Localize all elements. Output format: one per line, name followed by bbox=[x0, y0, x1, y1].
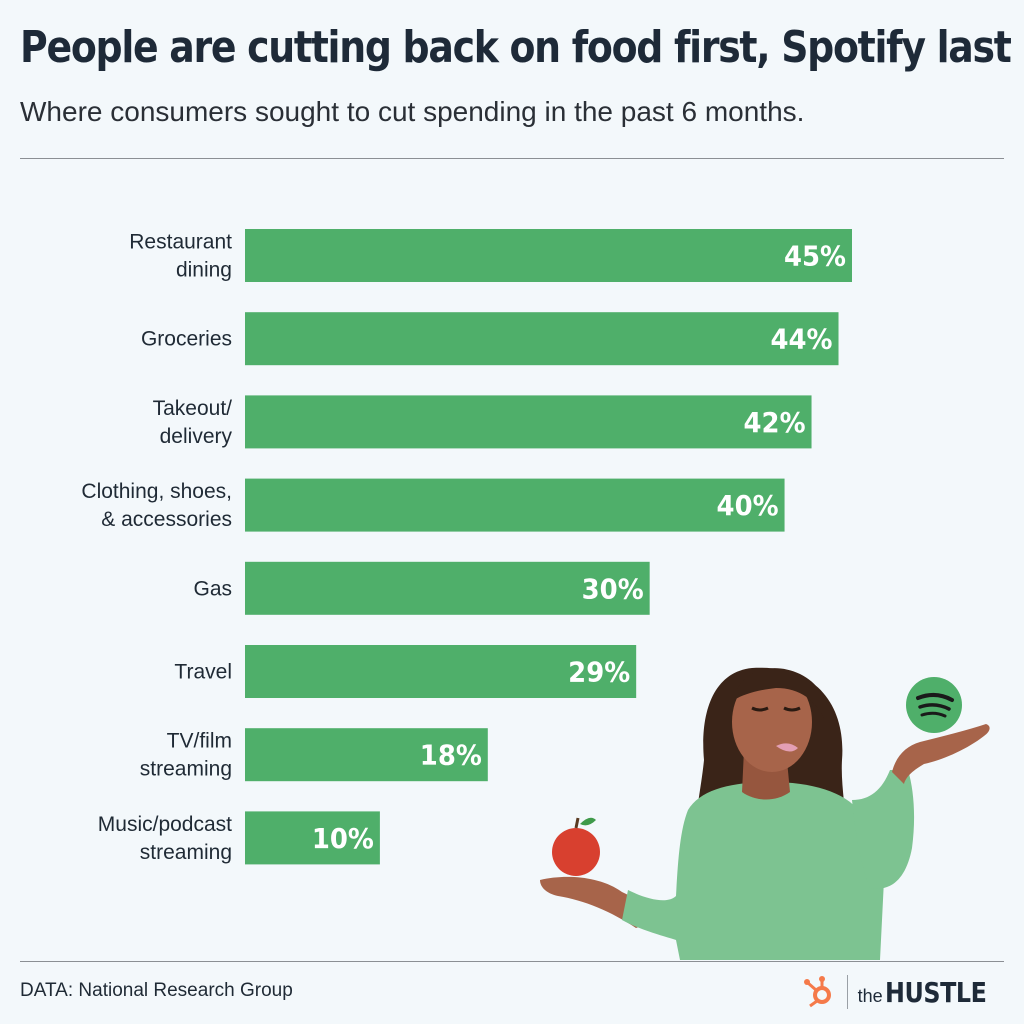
category-label-line: Clothing, shoes, bbox=[81, 480, 232, 503]
chart-subtitle: Where consumers sought to cut spending i… bbox=[20, 96, 805, 127]
bar bbox=[245, 395, 812, 449]
category-label-line: delivery bbox=[160, 425, 233, 448]
category-label-line: Music/podcast bbox=[98, 813, 232, 836]
apple-icon bbox=[552, 817, 600, 876]
eye-left bbox=[751, 706, 769, 712]
category-label-line: Groceries bbox=[141, 328, 232, 351]
hubspot-icon bbox=[803, 976, 831, 1008]
spotify-icon bbox=[906, 677, 962, 733]
brand-the: the bbox=[857, 985, 883, 1006]
bar bbox=[245, 645, 637, 698]
hustle-wordmark: the HUSTLE bbox=[858, 976, 1004, 1009]
value-label: 29% bbox=[568, 656, 630, 689]
value-label: 18% bbox=[420, 739, 482, 772]
category-label-line: TV/film bbox=[167, 730, 232, 753]
category-label-line: dining bbox=[176, 259, 232, 282]
woman-illustration bbox=[540, 667, 990, 960]
brand-separator bbox=[846, 975, 848, 1009]
category-label: TV/film streaming bbox=[140, 730, 232, 781]
sweater-shape bbox=[622, 782, 884, 960]
category-label: Restaurant dining bbox=[129, 231, 232, 282]
right-forearm bbox=[892, 724, 990, 784]
bars-layer: 45% Restaurant dining 44% Groceries 42% Takeou… bbox=[81, 229, 852, 865]
category-label: Music/podcast streaming bbox=[98, 813, 232, 864]
bottom-divider bbox=[20, 961, 1004, 962]
category-label: Gas bbox=[193, 577, 232, 600]
category-label-line: Gas bbox=[193, 577, 232, 600]
category-label: Clothing, shoes, & accessories bbox=[81, 480, 232, 531]
value-label: 40% bbox=[717, 489, 779, 522]
mouth-shape bbox=[776, 743, 798, 752]
value-label: 45% bbox=[784, 240, 846, 273]
chart-title: People are cutting back on food first, S… bbox=[20, 22, 1012, 73]
category-label: Groceries bbox=[141, 328, 232, 351]
top-divider bbox=[20, 158, 1004, 159]
bar bbox=[245, 561, 650, 615]
brand-name: HUSTLE bbox=[884, 975, 987, 1009]
value-label: 30% bbox=[582, 572, 644, 605]
category-label-line: streaming bbox=[140, 758, 232, 781]
category-label: Travel bbox=[174, 661, 232, 684]
value-label: 42% bbox=[744, 406, 806, 439]
category-label-line: streaming bbox=[140, 841, 232, 864]
bar bbox=[245, 229, 852, 282]
brand-logo: the HUSTLE bbox=[803, 972, 1004, 1012]
category-label-line: Restaurant bbox=[129, 231, 232, 254]
value-label: 10% bbox=[312, 822, 374, 855]
bar bbox=[245, 811, 380, 865]
category-label: Takeout/delivery bbox=[153, 397, 233, 448]
right-sleeve bbox=[852, 770, 915, 889]
bar bbox=[245, 478, 785, 532]
category-label-line: & accessories bbox=[101, 508, 232, 531]
bar bbox=[245, 312, 839, 366]
hair-top bbox=[734, 668, 827, 722]
category-label-line: Takeout/ bbox=[153, 397, 233, 420]
category-label-line: Travel bbox=[174, 661, 232, 684]
value-label: 44% bbox=[771, 323, 833, 356]
bar bbox=[245, 728, 488, 782]
eye-right bbox=[783, 706, 801, 712]
data-source: DATA: National Research Group bbox=[20, 980, 293, 1001]
